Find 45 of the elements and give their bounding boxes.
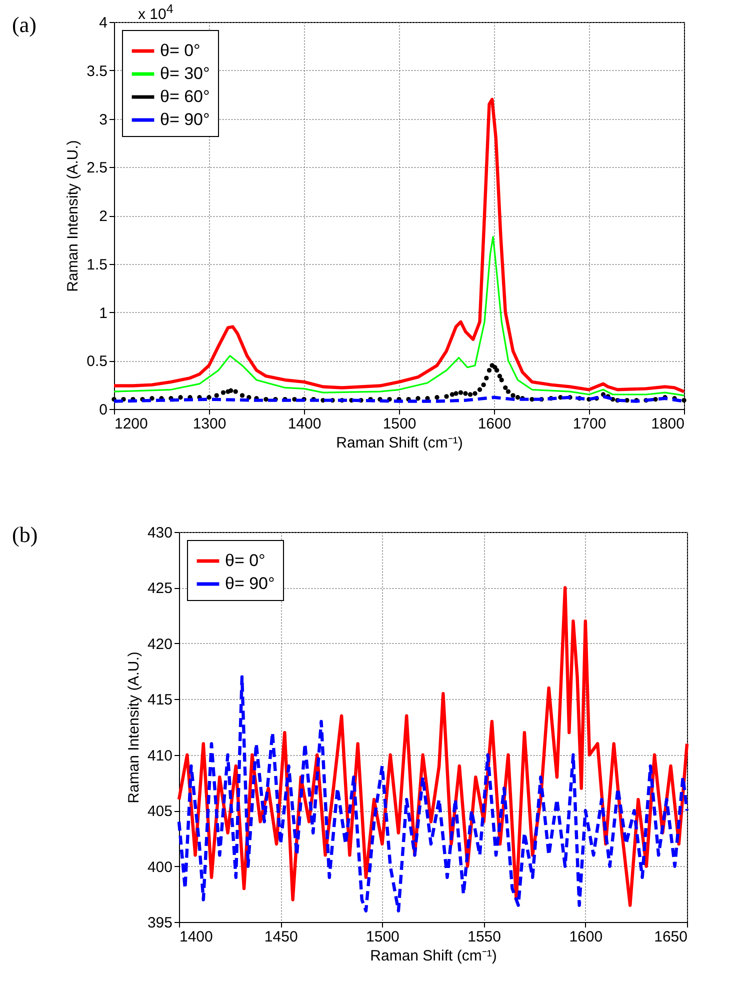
x-tick-label: 1450 bbox=[264, 928, 298, 946]
x-tick-label: 1650 bbox=[654, 928, 688, 946]
x-tick-label: 1700 bbox=[572, 416, 606, 432]
y-tick-label: 400 bbox=[147, 858, 172, 876]
legend-label: θ= 90° bbox=[160, 110, 210, 129]
x-tick-label: 1300 bbox=[192, 416, 226, 432]
x-tick-label: 1400 bbox=[180, 928, 213, 946]
annotation: x 10$^{4}$ bbox=[138, 2, 174, 23]
line-series bbox=[177, 675, 689, 912]
legend-label: θ= 60° bbox=[160, 87, 210, 106]
y-tick-label: 2.5 bbox=[86, 160, 108, 177]
legend-label: θ= 30° bbox=[160, 64, 210, 83]
y-tick-label: 430 bbox=[147, 524, 172, 542]
x-tick-label: 1400 bbox=[288, 416, 322, 432]
y-tick-label: 2 bbox=[99, 208, 108, 225]
x-tick-label: 1200 bbox=[114, 416, 148, 432]
y-tick-label: 405 bbox=[147, 803, 172, 820]
y-tick-label: 3.5 bbox=[86, 62, 108, 80]
x-tick-label: 1800 bbox=[651, 416, 684, 432]
x-axis-title: Raman Shift (cm⁻¹) bbox=[336, 434, 463, 452]
text: (a) bbox=[12, 12, 36, 38]
y-tick-label: 425 bbox=[147, 580, 172, 598]
line-series bbox=[113, 236, 685, 396]
x-tick-label: 1550 bbox=[468, 928, 501, 946]
y-axis-title: Raman Intensity (A.U.) bbox=[125, 652, 142, 804]
legend-label: θ= 0° bbox=[225, 551, 266, 570]
legend-label: θ= 0° bbox=[160, 41, 200, 60]
y-tick-label: 1.5 bbox=[86, 256, 108, 274]
y-tick-label: 415 bbox=[147, 692, 172, 709]
legend-label: θ= 90° bbox=[225, 574, 275, 593]
y-tick-label: 4 bbox=[99, 14, 108, 32]
y-tick-label: 0 bbox=[99, 402, 108, 418]
y-tick-label: 0.5 bbox=[86, 353, 108, 370]
y-axis-title: Raman Intensity (A.U.) bbox=[64, 140, 82, 292]
y-tick-label: 420 bbox=[147, 636, 172, 653]
x-tick-label: 1600 bbox=[569, 928, 603, 946]
x-tick-label: 1600 bbox=[478, 416, 512, 432]
x-axis-title: Raman Shift (cm⁻¹) bbox=[370, 948, 497, 964]
y-tick-label: 410 bbox=[147, 747, 172, 764]
y-tick-label: 1 bbox=[99, 304, 108, 322]
x-tick-label: 1500 bbox=[366, 928, 400, 946]
y-tick-label: 395 bbox=[147, 914, 172, 932]
x-tick-label: 1500 bbox=[382, 416, 416, 432]
y-tick-label: 3 bbox=[99, 111, 108, 128]
text: (b) bbox=[12, 522, 38, 548]
